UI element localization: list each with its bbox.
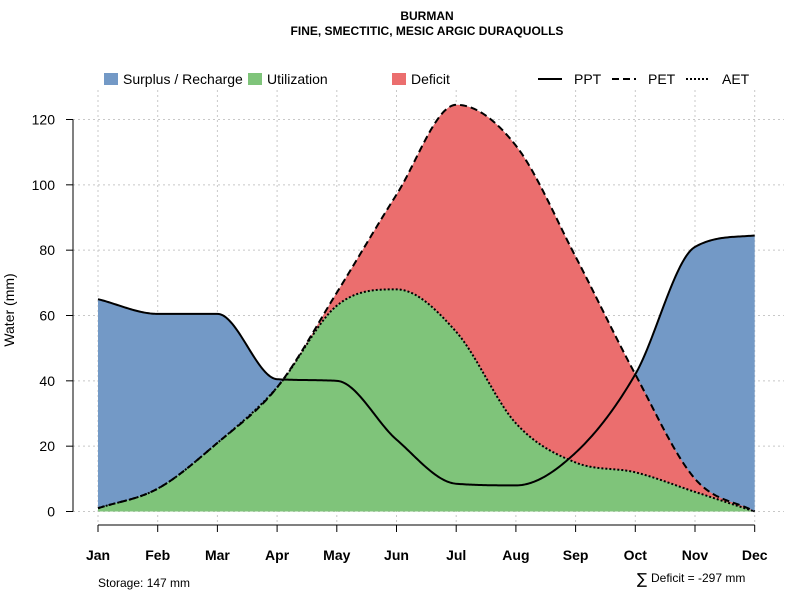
x-tick-label: Aug xyxy=(502,547,529,563)
pet-line xyxy=(97,103,756,513)
y-tick-label: 80 xyxy=(39,242,55,258)
deficit-area xyxy=(98,104,755,512)
legend-item-pet: PET xyxy=(612,71,676,87)
x-tick-label: Apr xyxy=(265,547,290,563)
legend-item-utilization: Utilization xyxy=(248,71,328,87)
x-tick-label: Nov xyxy=(682,547,709,563)
legend-swatch xyxy=(104,73,118,85)
legend-label: AET xyxy=(722,71,750,87)
chart-title: BURMAN xyxy=(400,9,453,23)
y-tick-label: 120 xyxy=(32,112,56,128)
y-tick-label: 100 xyxy=(32,177,56,193)
storage-annotation: Storage: 147 mm xyxy=(98,576,190,590)
chart-subtitle: FINE, SMECTITIC, MESIC ARGIC DURAQUOLLS xyxy=(291,24,564,38)
y-tick-label: 60 xyxy=(39,308,55,324)
ppt-line xyxy=(97,234,755,487)
legend: Surplus / Recharge Utilization Deficit PPT P… xyxy=(104,71,750,87)
x-tick-label: Sep xyxy=(563,547,589,563)
legend-item-ppt: PPT xyxy=(538,71,602,87)
x-tick-label: Jun xyxy=(384,547,409,563)
legend-label: Surplus / Recharge xyxy=(123,71,243,87)
y-tick-label: 0 xyxy=(47,504,55,520)
legend-label: Utilization xyxy=(267,71,328,87)
legend-label: PET xyxy=(648,71,676,87)
y-tick-label: 40 xyxy=(39,373,55,389)
x-tick-label: Feb xyxy=(145,547,170,563)
utilization-area xyxy=(98,289,755,512)
legend-item-surplus-recharge: Surplus / Recharge xyxy=(104,71,243,87)
x-tick-label: Mar xyxy=(205,547,230,563)
x-tick-label: Jul xyxy=(446,547,466,563)
axes: 0 20 40 60 80 100 120 Jan Feb Mar Apr May Jun Jul Aug S… xyxy=(32,112,768,564)
y-axis-label: Water (mm) xyxy=(1,273,17,346)
x-tick-label: Oct xyxy=(624,547,648,563)
x-tick-label: Dec xyxy=(742,547,768,563)
y-tick-label: 20 xyxy=(39,438,55,454)
x-tick-label: May xyxy=(323,547,350,563)
deficit-annotation: Deficit = -297 mm xyxy=(651,571,745,585)
legend-label: PPT xyxy=(574,71,602,87)
legend-item-deficit: Deficit xyxy=(392,71,450,87)
sum-symbol: ∑ xyxy=(637,570,647,588)
legend-item-aet: AET xyxy=(686,71,750,87)
legend-swatch xyxy=(248,73,262,85)
line-layer xyxy=(97,103,756,513)
legend-label: Deficit xyxy=(411,71,450,87)
area-layer xyxy=(98,104,755,512)
legend-swatch xyxy=(392,73,406,85)
x-tick-label: Jan xyxy=(86,547,110,563)
